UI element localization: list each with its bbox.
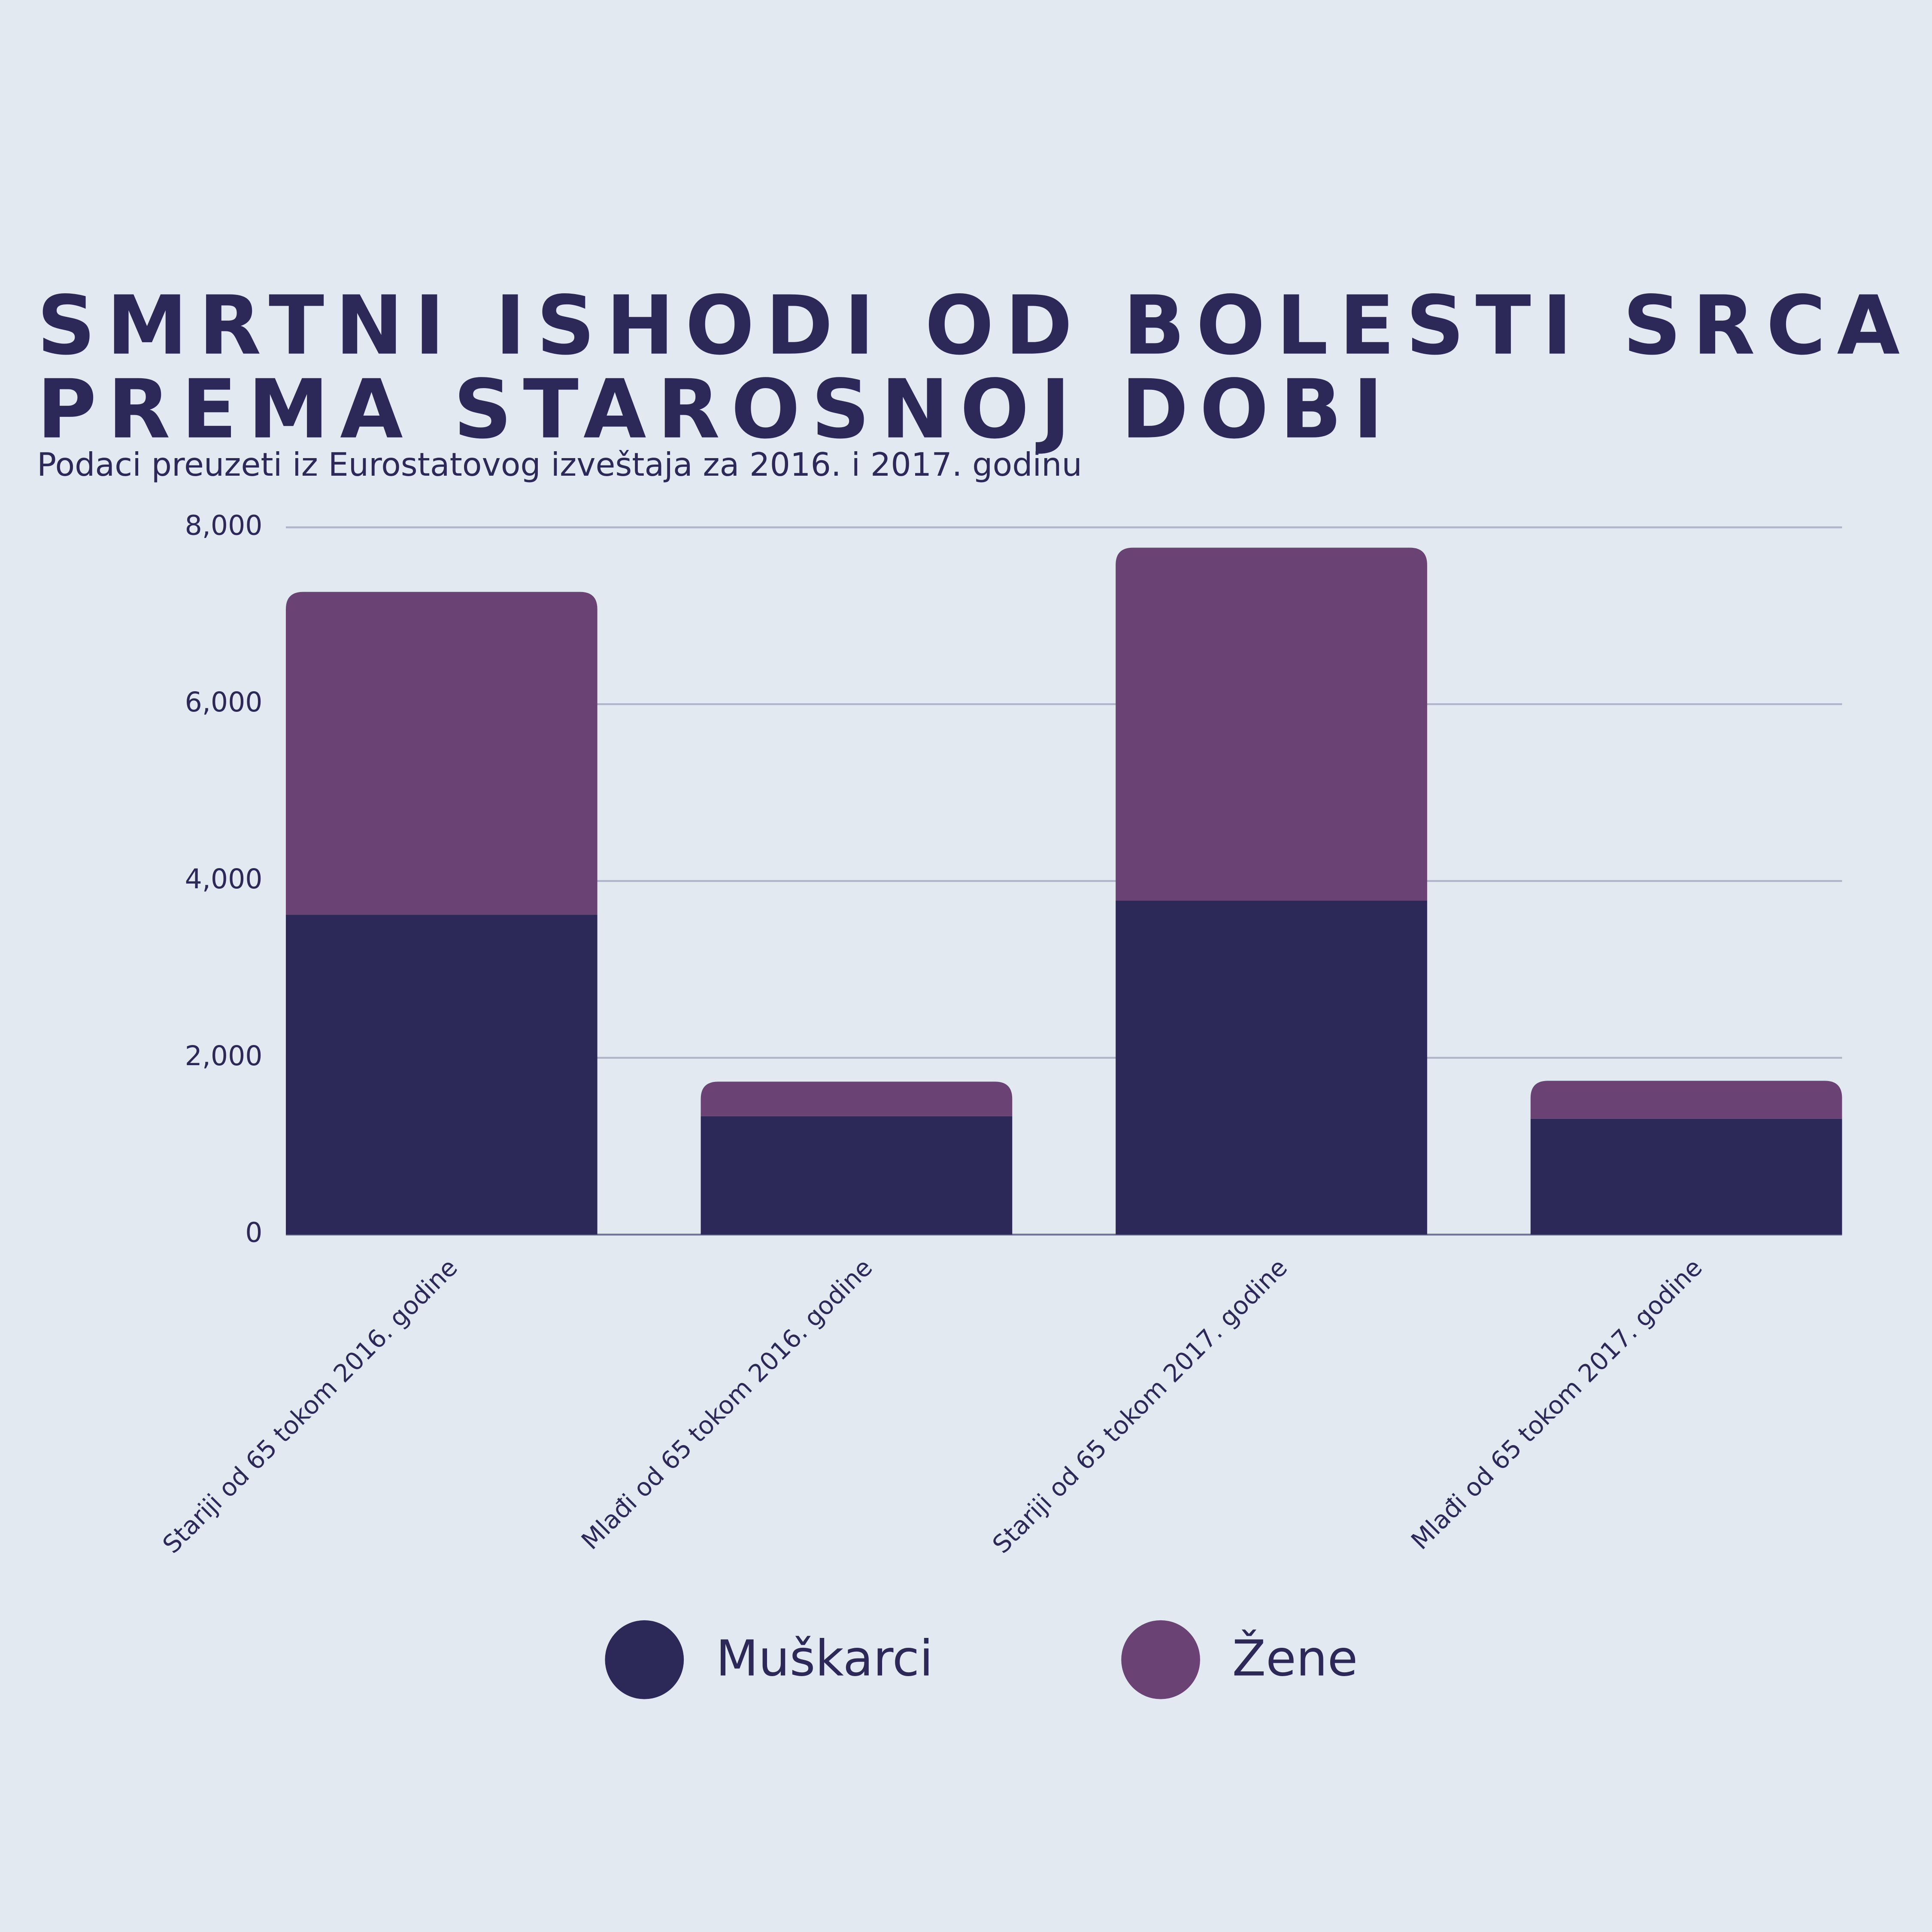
- legend-marker: [1121, 1620, 1200, 1699]
- chart-title: PREMA STAROSNOJ DOBI: [37, 362, 1394, 457]
- legend-marker: [605, 1620, 684, 1699]
- y-tick-label: 0: [245, 1217, 262, 1249]
- bar-segment: [701, 1081, 1013, 1116]
- y-tick-label: 8,000: [185, 509, 263, 541]
- y-tick-label: 2,000: [185, 1040, 263, 1072]
- bar-segment: [1116, 900, 1427, 1235]
- y-tick-label: 6,000: [185, 686, 263, 718]
- chart-title: SMRTNI ISHODI OD BOLESTI SRCA: [37, 278, 1911, 373]
- chart-subtitle: Podaci preuzeti iz Eurostatovog izveštaj…: [37, 446, 1082, 483]
- bar-segment: [1530, 1081, 1842, 1119]
- y-tick-label: 4,000: [185, 863, 263, 895]
- bar-segment: [285, 914, 597, 1235]
- legend-label: Muškarci: [716, 1630, 933, 1688]
- bar-segment: [1116, 547, 1427, 901]
- bar-segment: [701, 1116, 1013, 1235]
- legend-label: Žene: [1232, 1630, 1358, 1688]
- bar-segment: [285, 592, 597, 915]
- bar-segment: [1530, 1118, 1842, 1235]
